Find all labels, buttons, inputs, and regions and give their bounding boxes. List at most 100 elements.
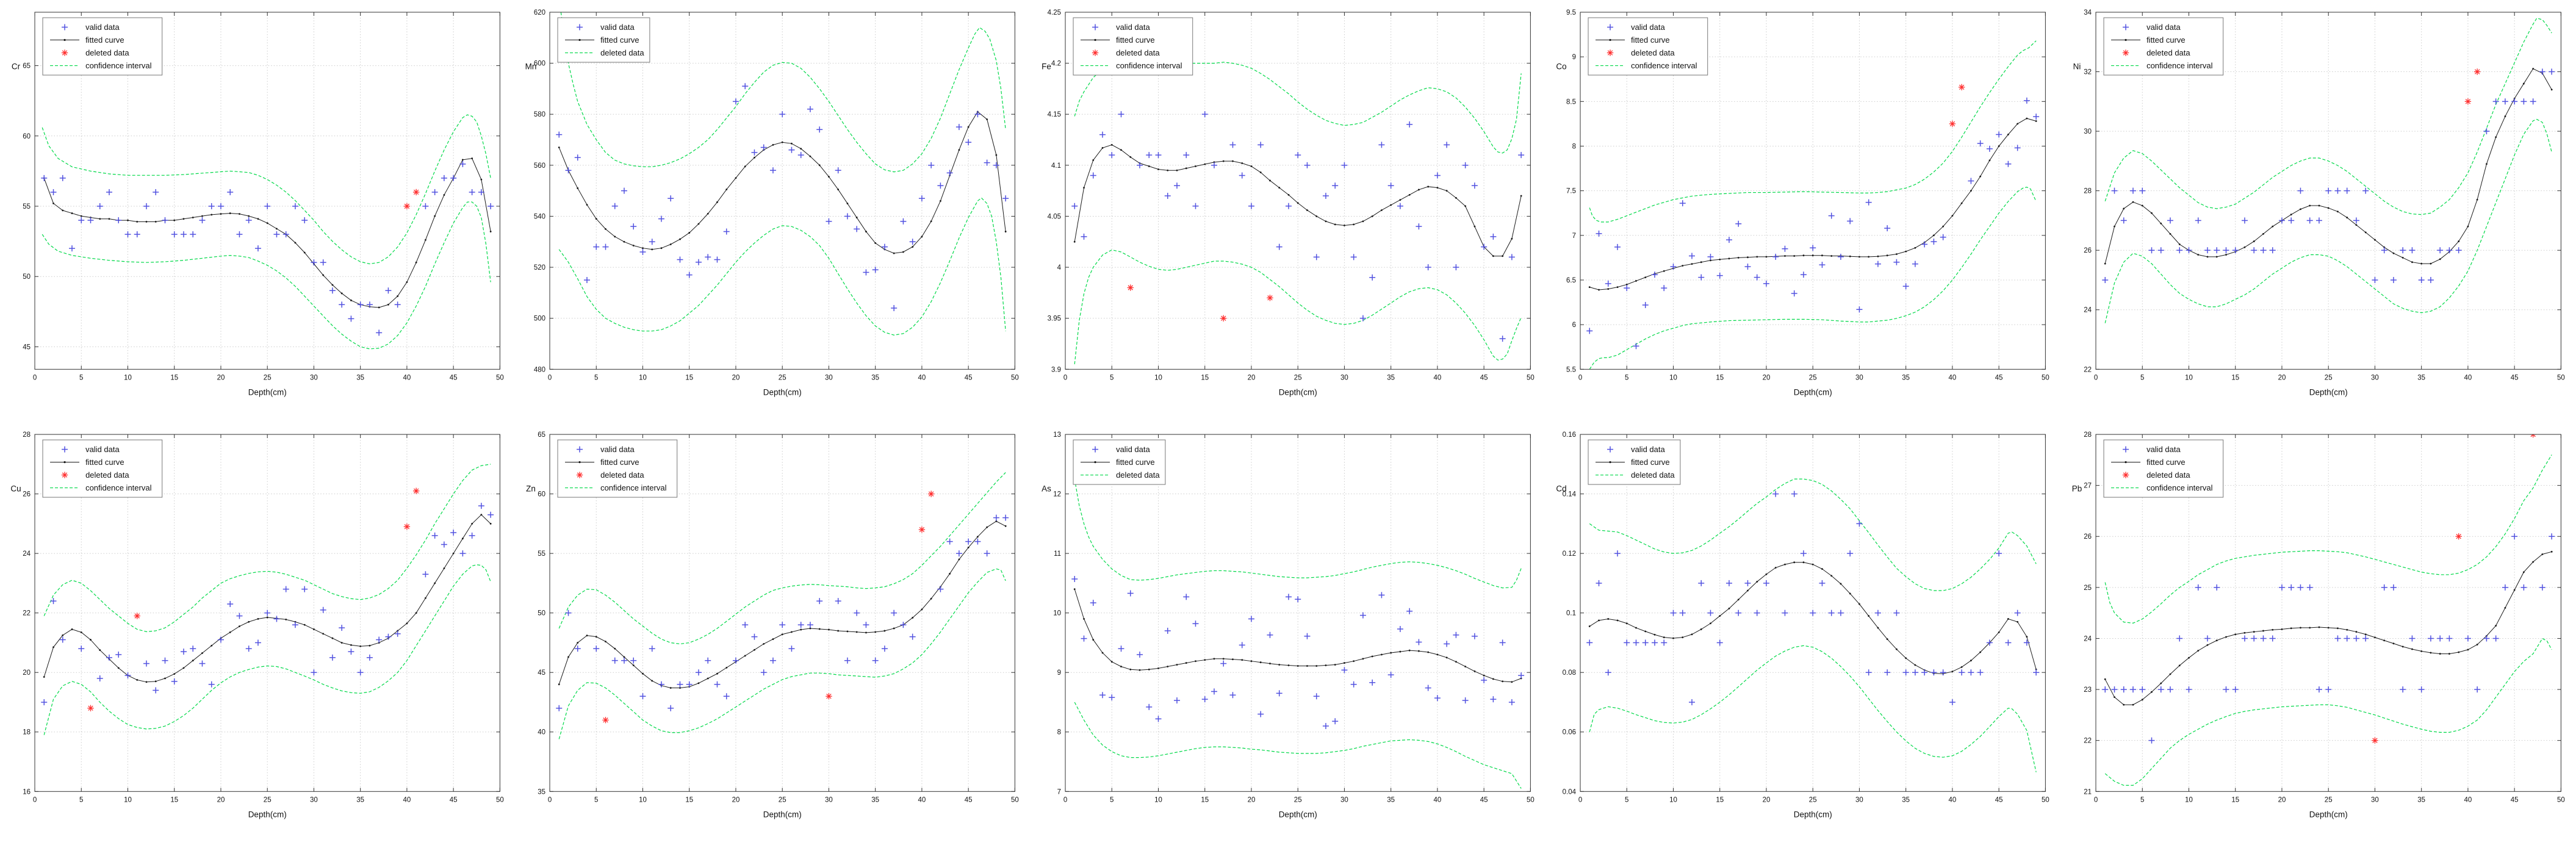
svg-text:25: 25 [2084,584,2092,592]
chart-panel-zn: 0 5 10 15 20 25 30 35 40 45 50 35 40 45 50 55 60 65 Zn Dept… [515,422,1030,844]
legend-label: fitted curve [600,35,639,45]
legend-deleted-marker [61,49,68,56]
legend-valid-marker [1607,24,1614,31]
svg-text:0.06: 0.06 [1563,729,1576,736]
svg-text:8.5: 8.5 [1566,98,1576,106]
svg-text:10: 10 [1669,374,1677,381]
svg-text:5: 5 [594,374,598,381]
legend-label: fitted curve [1631,35,1670,45]
chart-panel-co: 0 5 10 15 20 25 30 35 40 45 50 5.5 6 6.5 7 7.5 8 8.5 9 9.5 C… [1545,0,2060,422]
legend: valid data fitted curve deleted data confid… [1588,17,1708,76]
svg-text:600: 600 [534,60,545,68]
tick-labels: 0 5 10 15 20 25 30 35 40 45 50 7 8 9 10 11 12 13 [1053,431,1534,804]
legend: valid data fitted curve deleted data confid… [1073,17,1193,76]
legend-deleted-marker [1092,49,1099,56]
legend-valid-marker [1607,446,1614,453]
confidence-interval-lower [559,569,1007,739]
y-axis-label: Cu [10,484,21,494]
svg-text:35: 35 [872,374,880,381]
svg-text:50: 50 [2557,797,2565,804]
svg-text:35: 35 [2417,797,2425,804]
svg-text:5: 5 [1625,374,1628,381]
tick-labels: 0 5 10 15 20 25 30 35 40 45 50 0.04 0.06 0.08 0.1 0.12 0… [1563,431,2049,804]
svg-text:15: 15 [2231,797,2239,804]
svg-text:22: 22 [23,610,31,617]
svg-text:6: 6 [1572,322,1576,329]
svg-text:45: 45 [1995,374,2003,381]
svg-text:9: 9 [1572,54,1576,61]
svg-text:9: 9 [1057,670,1060,677]
y-axis-label: Cd [1556,484,1567,494]
chart-panel-mn: 0 5 10 15 20 25 30 35 40 45 50 480 500 520 540 560 580 60… [515,0,1030,422]
legend-valid-marker [62,24,68,31]
valid-data-markers [2101,68,2555,283]
svg-text:15: 15 [2231,374,2239,381]
svg-text:10: 10 [1669,797,1677,804]
svg-text:0: 0 [1063,797,1067,804]
gridlines [1065,434,1531,792]
svg-text:50: 50 [2557,374,2565,381]
x-axis-label: Depth(cm) [248,387,287,397]
svg-text:35: 35 [1902,797,1910,804]
svg-text:8: 8 [1572,143,1576,151]
tick-labels: 0 5 10 15 20 25 30 35 40 45 50 16 18 20 22 24 26 28 [23,431,504,804]
svg-text:30: 30 [310,797,318,804]
svg-text:4.1: 4.1 [1051,162,1061,170]
chart-panel-cr: 0 5 10 15 20 25 30 35 40 45 50 45 50 55 60 65 Cr Depth(cm… [0,0,515,422]
svg-text:0: 0 [33,374,37,381]
confidence-interval-lower [1074,249,1522,364]
svg-text:50: 50 [1011,374,1019,381]
svg-text:30: 30 [2371,797,2379,804]
chart-Zn: 0 5 10 15 20 25 30 35 40 45 50 35 40 45 50 55 60 65 Zn Dept… [527,431,1020,819]
axis-ticks [1580,434,2046,793]
x-axis-label: Depth(cm) [1794,810,1832,819]
legend-deleted-marker [577,472,583,479]
svg-text:0.16: 0.16 [1563,431,1576,439]
legend-label: valid data [2146,445,2181,454]
svg-text:15: 15 [1201,374,1209,381]
svg-text:3.9: 3.9 [1051,366,1061,373]
valid-data-markers [1071,576,1524,730]
svg-text:5: 5 [79,797,83,804]
legend-valid-marker [1092,446,1098,453]
legend-label: valid data [1116,445,1150,454]
svg-text:40: 40 [1949,797,1957,804]
svg-text:15: 15 [686,374,694,381]
svg-text:45: 45 [450,374,458,381]
svg-text:5.5: 5.5 [1566,366,1576,373]
legend-label: valid data [600,445,635,454]
svg-text:20: 20 [1763,374,1771,381]
svg-text:4.25: 4.25 [1047,9,1060,16]
svg-text:50: 50 [1011,797,1019,804]
legend-valid-marker [577,446,583,453]
legend-valid-marker [62,446,68,453]
svg-text:12: 12 [1053,491,1061,498]
legend-label: deleted data [85,470,129,480]
svg-text:7: 7 [1057,789,1060,796]
y-axis-label: Mn [525,62,537,71]
legend: valid data fitted curve deleted data confid… [2103,17,2223,76]
legend-label: deleted data [85,48,129,57]
svg-text:30: 30 [1855,797,1863,804]
chart-Cu: 0 5 10 15 20 25 30 35 40 45 50 16 18 20 22 24 26 28 Cu Dept… [10,431,504,819]
svg-text:7: 7 [1572,232,1576,240]
svg-text:0: 0 [548,797,552,804]
axis-ticks [1065,434,1531,793]
svg-text:35: 35 [1902,374,1910,381]
fitted-curve-dots [558,110,1007,254]
legend: valid data fitted curve deleted data confid… [42,439,163,498]
svg-text:40: 40 [918,374,926,381]
legend-label: fitted curve [1631,458,1670,467]
svg-text:30: 30 [825,797,833,804]
tick-labels: 0 5 10 15 20 25 30 35 40 45 50 22 24 26 28 30 32 34 [2084,9,2565,381]
svg-text:4.15: 4.15 [1047,111,1060,118]
svg-text:50: 50 [496,797,504,804]
svg-text:20: 20 [23,670,31,677]
svg-text:25: 25 [779,374,786,381]
x-axis-label: Depth(cm) [1278,387,1317,397]
svg-text:560: 560 [534,162,545,170]
legend-label: fitted curve [1116,35,1155,45]
y-axis-label: Zn [527,484,536,494]
confidence-interval-upper [41,114,491,265]
confidence-interval-lower [41,201,491,350]
